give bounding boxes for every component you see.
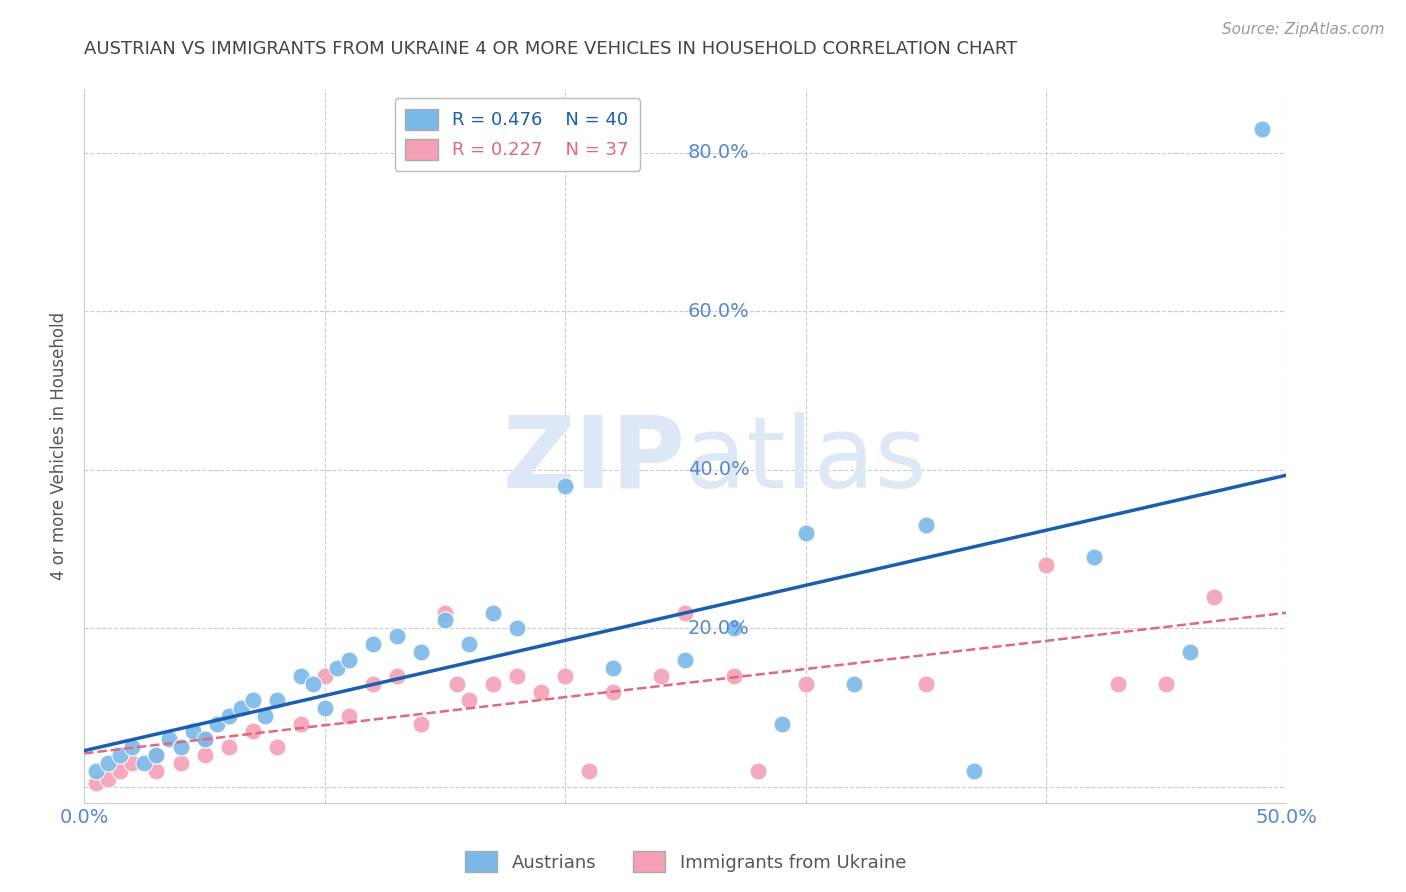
Point [218,740,240,755]
Point [554,669,576,683]
Point [602,661,624,675]
Point [86,764,108,778]
Point [482,606,505,620]
Point [675,653,697,667]
Point [253,708,276,723]
Point [794,526,817,541]
Point [1083,549,1105,564]
Point [1035,558,1057,572]
Point [770,716,793,731]
Point [530,685,553,699]
Point [169,756,191,771]
Point [1251,121,1274,136]
Point [194,732,217,747]
Point [1156,677,1178,691]
Point [1107,677,1129,691]
Point [1180,645,1202,659]
Point [747,764,769,778]
Point [242,692,264,706]
Point [1204,590,1226,604]
Point [385,669,408,683]
Point [181,724,204,739]
Point [266,692,288,706]
Point [229,700,252,714]
Point [110,764,132,778]
Point [578,764,600,778]
Point [337,653,360,667]
Point [409,716,432,731]
Point [205,716,228,731]
Point [145,748,167,763]
Point [157,732,180,747]
Point [121,756,143,771]
Point [337,708,360,723]
Text: 80.0%: 80.0% [688,143,749,162]
Point [434,614,457,628]
Point [458,692,481,706]
Point [506,669,529,683]
Point [361,677,384,691]
Text: 40.0%: 40.0% [688,460,749,479]
Point [915,518,938,533]
Point [169,740,191,755]
Text: Source: ZipAtlas.com: Source: ZipAtlas.com [1222,22,1385,37]
Point [326,661,349,675]
Text: ZIP: ZIP [502,412,686,508]
Point [290,669,312,683]
Point [409,645,432,659]
Point [242,724,264,739]
Point [963,764,986,778]
Point [458,637,481,651]
Point [134,756,156,771]
Point [97,772,120,786]
Point [194,748,217,763]
Text: 20.0%: 20.0% [688,619,749,638]
Point [723,669,745,683]
Point [675,606,697,620]
Point [97,756,120,771]
Point [794,677,817,691]
Point [915,677,938,691]
Point [145,748,167,763]
Point [218,708,240,723]
Y-axis label: 4 or more Vehicles in Household: 4 or more Vehicles in Household [51,312,69,580]
Point [385,629,408,643]
Point [194,732,217,747]
Point [842,677,865,691]
Point [145,764,167,778]
Point [650,669,672,683]
Text: 60.0%: 60.0% [688,301,749,321]
Point [723,621,745,635]
Text: atlas: atlas [686,412,927,508]
Legend: Austrians, Immigrants from Ukraine: Austrians, Immigrants from Ukraine [458,844,912,880]
Point [86,776,108,790]
Point [361,637,384,651]
Point [314,700,336,714]
Point [434,606,457,620]
Point [506,621,529,635]
Point [301,677,323,691]
Point [602,685,624,699]
Point [266,740,288,755]
Point [290,716,312,731]
Point [110,748,132,763]
Point [121,740,143,755]
Point [446,677,468,691]
Point [314,669,336,683]
Point [554,478,576,492]
Text: AUSTRIAN VS IMMIGRANTS FROM UKRAINE 4 OR MORE VEHICLES IN HOUSEHOLD CORRELATION : AUSTRIAN VS IMMIGRANTS FROM UKRAINE 4 OR… [84,40,1018,58]
Point [482,677,505,691]
